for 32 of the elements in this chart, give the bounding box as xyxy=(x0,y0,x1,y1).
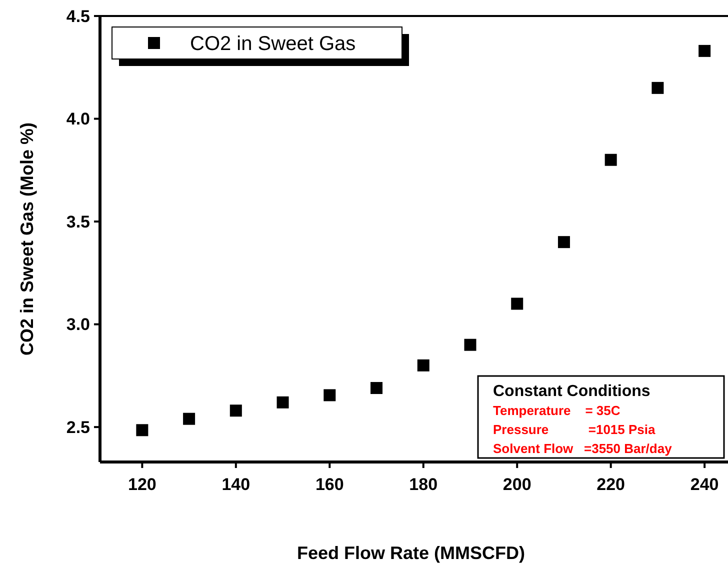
y-tick-label: 4.0 xyxy=(66,110,90,129)
point xyxy=(464,338,476,351)
point xyxy=(136,424,148,436)
x-tick-label: 180 xyxy=(409,475,438,494)
point xyxy=(417,359,430,372)
point xyxy=(652,82,664,94)
point xyxy=(604,154,617,166)
x-tick-label: 120 xyxy=(128,475,156,494)
legend-label: CO2 in Sweet Gas xyxy=(190,33,356,55)
x-tick-label: 160 xyxy=(315,475,344,494)
x-tick-label: 240 xyxy=(690,475,719,494)
annotation: Pressure =1015 Psia xyxy=(493,422,656,437)
point xyxy=(511,298,524,310)
y-tick-label: 2.5 xyxy=(66,418,90,438)
annotation: Solvent Flow =3550 Bar/day xyxy=(493,441,673,456)
annotation: Temperature = 35C xyxy=(493,403,621,418)
annotation: Constant Conditions xyxy=(493,383,650,400)
point xyxy=(558,236,570,248)
y-tick-label: 3.5 xyxy=(66,212,90,232)
x-tick-label: 220 xyxy=(596,475,626,494)
point xyxy=(276,396,289,408)
point xyxy=(183,412,196,425)
point xyxy=(370,382,383,394)
point xyxy=(698,44,711,57)
x-tick-label: 200 xyxy=(502,475,532,494)
y-axis-title: CO2 in Sweet Gas (Mole %) xyxy=(17,122,37,356)
x-tick-label: 140 xyxy=(222,475,250,494)
y-tick-label: 3.0 xyxy=(66,315,90,334)
y-tick-label: 4.5 xyxy=(66,6,90,26)
x-axis-title: Feed Flow Rate (MMSCFD) xyxy=(297,543,526,563)
point xyxy=(324,389,336,402)
point xyxy=(230,404,242,417)
